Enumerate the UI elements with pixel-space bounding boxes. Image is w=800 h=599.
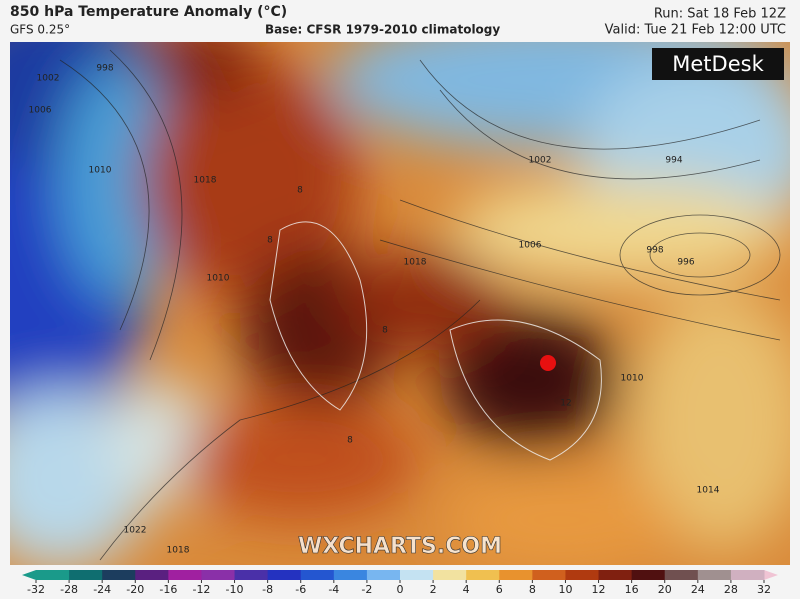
colorbar-tick-label: 4 bbox=[463, 583, 470, 596]
colorbar-tick-label: -32 bbox=[27, 583, 45, 596]
colorbar-tick-label: -28 bbox=[60, 583, 78, 596]
valid: Valid: Tue 21 Feb 12:00 UTC bbox=[605, 23, 786, 38]
colorbar-segment bbox=[69, 570, 103, 580]
contour-label: 996 bbox=[677, 258, 694, 268]
contour-label: 1010 bbox=[621, 374, 644, 384]
contour-label: 994 bbox=[665, 156, 682, 166]
run: Run: Sat 18 Feb 12Z bbox=[654, 7, 786, 22]
colorbar-tick-label: -24 bbox=[93, 583, 111, 596]
colorbar-tick-label: 24 bbox=[691, 583, 705, 596]
colorbar-tick-label: 6 bbox=[496, 583, 503, 596]
colorbar-segment bbox=[234, 570, 269, 580]
colorbar-end bbox=[22, 570, 36, 580]
map: MetDesk WXCHARTS.COM bbox=[10, 42, 790, 565]
colorbar: -32 -28 -24 -20 -16 -12 -10 -8 -6 -4 -2 0 2 4 6 8 10 12 16… bbox=[22, 570, 778, 596]
colorbar-tick-label: 0 bbox=[397, 583, 404, 596]
contour-label: 998 bbox=[96, 64, 113, 74]
colorbar-tick-label: 16 bbox=[625, 583, 639, 596]
colorbar-segment bbox=[532, 570, 566, 580]
colorbar-tick-label: 32 bbox=[757, 583, 771, 596]
colorbar-tick-label: -10 bbox=[226, 583, 244, 596]
model: GFS 0.25° bbox=[10, 23, 70, 37]
contour-label: 1002 bbox=[529, 156, 552, 166]
title: 850 hPa Temperature Anomaly (°C) bbox=[10, 4, 287, 20]
colorbar-segment bbox=[466, 570, 500, 580]
logo: MetDesk bbox=[672, 52, 764, 76]
contour-label: 1018 bbox=[404, 258, 427, 268]
colorbar-segment bbox=[631, 570, 666, 580]
colorbar-tick-label: 8 bbox=[529, 583, 536, 596]
colorbar-segment bbox=[267, 570, 302, 580]
colorbar-segment bbox=[168, 570, 202, 580]
colorbar-segment bbox=[598, 570, 633, 580]
contour-label: 8 bbox=[382, 326, 388, 336]
colorbar-tick-label: -12 bbox=[192, 583, 210, 596]
colorbar-tick-label: -4 bbox=[328, 583, 339, 596]
base: Base: CFSR 1979-2010 climatology bbox=[265, 23, 500, 37]
contour-label: 1014 bbox=[697, 486, 720, 496]
colorbar-tick-label: 20 bbox=[658, 583, 672, 596]
location-marker bbox=[540, 355, 556, 371]
contour-label: 1018 bbox=[167, 546, 190, 556]
colorbar-segment bbox=[730, 570, 765, 580]
colorbar-tick-label: -6 bbox=[295, 583, 306, 596]
colorbar-tick-label: 2 bbox=[430, 583, 437, 596]
colorbar-tick-label: -8 bbox=[262, 583, 273, 596]
anomaly-contours bbox=[269, 221, 602, 461]
colorbar-segment bbox=[697, 570, 732, 580]
colorbar-segment bbox=[433, 570, 467, 580]
contour-label: 1006 bbox=[29, 106, 52, 116]
colorbar-segment bbox=[102, 570, 136, 580]
colorbar-segment bbox=[135, 570, 169, 580]
isobars bbox=[59, 49, 781, 561]
contour-label: 1010 bbox=[89, 166, 112, 176]
colorbar-tick-label: 28 bbox=[724, 583, 738, 596]
colorbar-tick-label: 10 bbox=[558, 583, 572, 596]
contour-labels: 998 1002 1006 1010 1018 994 996 998 1002 1006 1010… bbox=[29, 64, 720, 556]
colorbar-segment bbox=[366, 570, 401, 580]
contour-label: 12 bbox=[560, 399, 571, 409]
contour-label: 1006 bbox=[519, 241, 542, 251]
colorbar-segment bbox=[300, 570, 335, 580]
contour-label: 1018 bbox=[194, 176, 217, 186]
contour-label: 1010 bbox=[207, 274, 230, 284]
colorbar-tick-label: -20 bbox=[126, 583, 144, 596]
colorbar-segment bbox=[565, 570, 600, 580]
colorbar-tick-label: -2 bbox=[361, 583, 372, 596]
anomaly-field bbox=[10, 42, 790, 565]
contour-label: 1022 bbox=[124, 526, 147, 536]
colorbar-end bbox=[764, 570, 778, 580]
colorbar-tick-label: -16 bbox=[159, 583, 177, 596]
colorbar-segment bbox=[201, 570, 236, 580]
contour-label: 8 bbox=[347, 436, 353, 446]
colorbar-segment bbox=[664, 570, 699, 580]
contour-label: 8 bbox=[267, 236, 273, 246]
colorbar-segment bbox=[333, 570, 368, 580]
contour-label: 1002 bbox=[37, 74, 60, 84]
logo-box bbox=[652, 48, 784, 80]
colorbar-tick-label: 12 bbox=[592, 583, 606, 596]
colorbar-segment bbox=[499, 570, 533, 580]
colorbar-segment bbox=[36, 570, 70, 580]
watermark: WXCHARTS.COM bbox=[298, 534, 502, 559]
contour-label: 998 bbox=[646, 246, 663, 256]
colorbar-segment bbox=[400, 570, 434, 580]
contour-label: 8 bbox=[297, 186, 303, 196]
